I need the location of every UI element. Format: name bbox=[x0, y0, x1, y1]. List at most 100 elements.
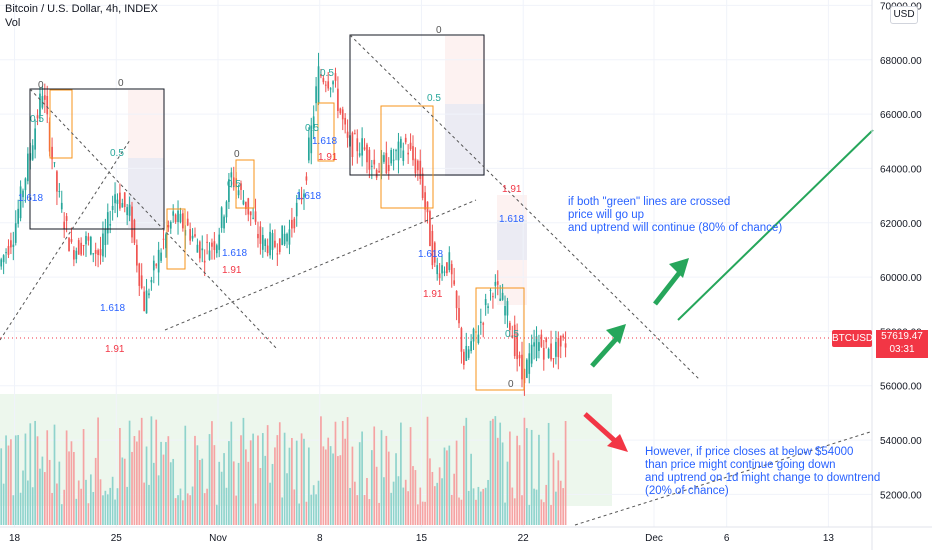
candle-body bbox=[196, 244, 199, 253]
candle-body bbox=[254, 211, 257, 222]
candle-body bbox=[518, 354, 521, 359]
candle-body bbox=[443, 271, 446, 273]
volume-bar bbox=[329, 446, 332, 525]
candle-body bbox=[36, 115, 39, 119]
fib-label: 0.5 bbox=[320, 68, 334, 79]
symbol-price-tag: BTCUSD bbox=[832, 330, 873, 347]
candle-body bbox=[215, 245, 218, 254]
volume-bar bbox=[220, 471, 223, 525]
candle-body bbox=[332, 81, 334, 85]
volume-bar bbox=[274, 447, 276, 525]
volume-bar bbox=[218, 461, 221, 525]
fib-label: 0 bbox=[436, 25, 442, 36]
candle-body bbox=[346, 131, 349, 138]
candle-body bbox=[126, 207, 129, 216]
volume-bar bbox=[293, 489, 296, 525]
volume-bar bbox=[150, 416, 153, 525]
volume-bar bbox=[472, 488, 475, 525]
candle-body bbox=[291, 219, 293, 229]
volume-bar bbox=[555, 491, 557, 525]
y-tick-label: 62000.00 bbox=[880, 219, 922, 230]
y-tick-label: 52000.00 bbox=[880, 490, 922, 501]
volume-bar bbox=[523, 417, 526, 525]
volume-bar bbox=[307, 447, 310, 525]
currency-button[interactable]: USD bbox=[890, 6, 918, 24]
volume-bar bbox=[22, 470, 24, 525]
candle-body bbox=[89, 236, 92, 255]
candle-body bbox=[97, 250, 99, 256]
candle-body bbox=[300, 197, 303, 200]
candle-body bbox=[341, 109, 344, 120]
candle-body bbox=[390, 149, 393, 164]
volume-bar bbox=[261, 433, 264, 525]
candle-body bbox=[58, 191, 61, 193]
candle-body bbox=[172, 211, 175, 216]
volume-bar bbox=[31, 487, 34, 525]
volume-bar bbox=[363, 495, 366, 525]
candle-body bbox=[378, 170, 380, 173]
volume-bar bbox=[356, 495, 359, 525]
y-tick-label: 66000.00 bbox=[880, 110, 922, 121]
candle-body bbox=[53, 162, 56, 164]
candle-body bbox=[19, 186, 22, 219]
volume-bar bbox=[463, 425, 465, 525]
candle-body bbox=[39, 93, 41, 116]
candle-body bbox=[240, 183, 242, 190]
volume-bar bbox=[354, 481, 356, 525]
candle-body bbox=[559, 335, 562, 347]
candle-body bbox=[162, 238, 165, 240]
candle-body bbox=[211, 242, 213, 247]
volume-bar bbox=[324, 449, 327, 525]
candle-body bbox=[397, 141, 400, 161]
volume-bar bbox=[271, 463, 274, 525]
volume-bar bbox=[446, 450, 448, 525]
candle-body bbox=[34, 128, 36, 150]
volume-bar bbox=[412, 466, 414, 525]
candle-body bbox=[22, 190, 24, 198]
volume-bar bbox=[312, 485, 315, 525]
volume-bar bbox=[172, 458, 175, 525]
volume-bar bbox=[402, 487, 405, 525]
volume-bar bbox=[196, 445, 199, 525]
candle-body bbox=[208, 250, 211, 260]
trendline-1 bbox=[29, 88, 279, 351]
volume-bar bbox=[94, 457, 97, 525]
candle-body bbox=[453, 280, 456, 285]
candle-body bbox=[431, 231, 434, 266]
volume-bar bbox=[291, 438, 293, 525]
candle-body bbox=[429, 211, 431, 247]
fib-label: 1.91 bbox=[105, 344, 125, 355]
candle-body bbox=[370, 165, 373, 167]
volume-bar bbox=[276, 435, 279, 525]
volume-bar bbox=[467, 490, 470, 525]
candle-body bbox=[351, 132, 354, 157]
volume-bar bbox=[17, 435, 20, 525]
candle-body bbox=[421, 173, 424, 198]
volume-bar bbox=[119, 427, 121, 525]
candle-body bbox=[191, 235, 194, 239]
volume-bar bbox=[375, 466, 378, 525]
volume-bar bbox=[295, 440, 298, 525]
volume-bar bbox=[450, 494, 453, 525]
candle-body bbox=[310, 125, 313, 154]
candle-body bbox=[550, 343, 552, 360]
fib-label: 1.618 bbox=[100, 303, 125, 314]
candle-body bbox=[509, 322, 511, 331]
fib-zone-mid-blue bbox=[445, 104, 485, 176]
candle-body bbox=[484, 299, 487, 306]
candle-body bbox=[334, 73, 337, 81]
volume-bar bbox=[206, 488, 208, 525]
volume-bar bbox=[97, 417, 99, 525]
candle-body bbox=[73, 250, 75, 260]
candle-body bbox=[542, 347, 545, 360]
fib-label: 1.618 bbox=[296, 191, 321, 202]
candle-body bbox=[358, 153, 361, 156]
fib-label: 0.5 bbox=[305, 123, 319, 134]
volume-bar bbox=[191, 486, 194, 525]
candle-body bbox=[400, 138, 402, 148]
candle-body bbox=[499, 298, 502, 301]
volume-bar bbox=[145, 446, 148, 525]
candle-body bbox=[148, 293, 150, 296]
